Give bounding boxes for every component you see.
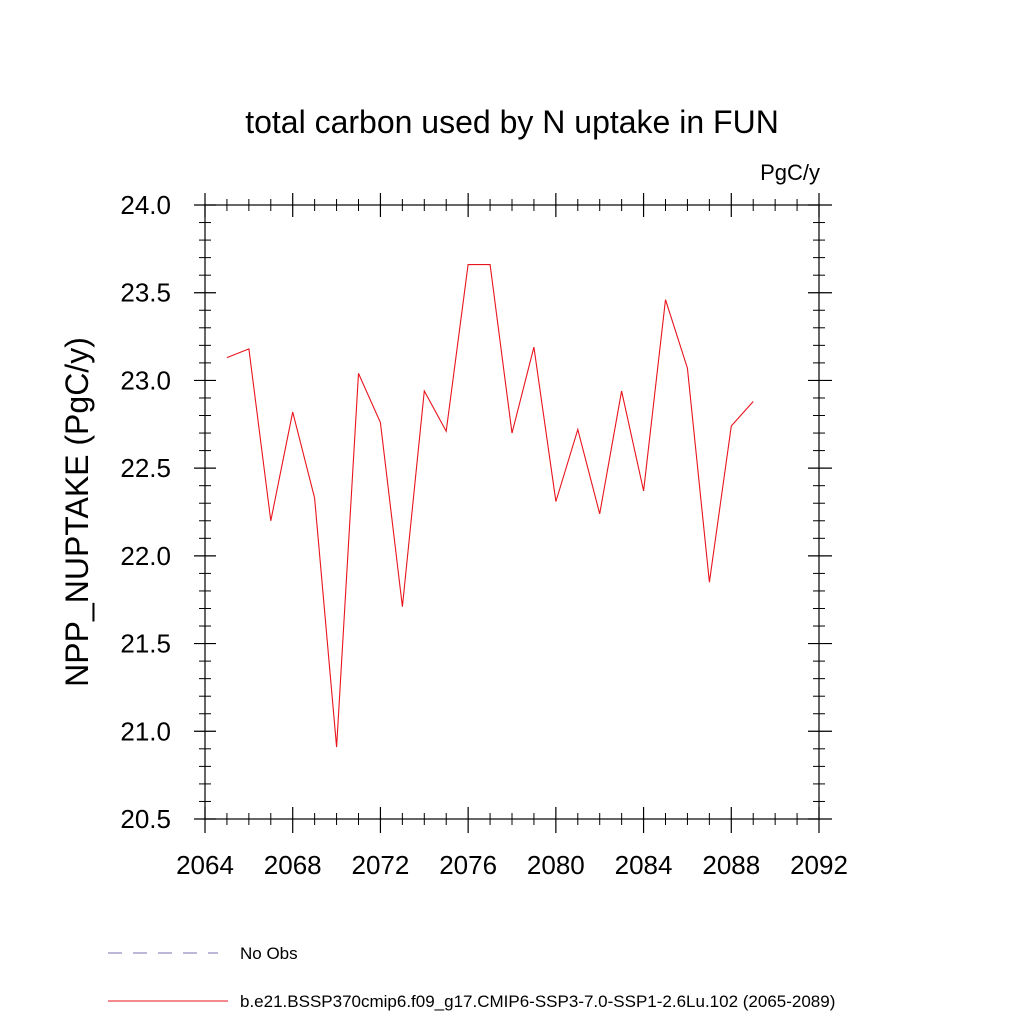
- legend: No Obs b.e21.BSSP370cmip6.f09_g17.CMIP6-…: [108, 944, 835, 1011]
- x-tick-label: 2076: [439, 850, 497, 880]
- y-tick-label: 23.0: [120, 365, 171, 395]
- y-tick-label: 24.0: [120, 190, 171, 220]
- y-tick-label: 20.5: [120, 804, 171, 834]
- x-tick-label: 2092: [790, 850, 848, 880]
- x-tick-label: 2072: [352, 850, 410, 880]
- chart-title: total carbon used by N uptake in FUN: [245, 104, 779, 140]
- major-ticks: [194, 193, 832, 833]
- series-line: [226, 264, 754, 748]
- y-tick-label: 21.0: [120, 716, 171, 746]
- x-tick-label: 2064: [176, 850, 234, 880]
- series-group: [226, 264, 754, 748]
- y-tick-label: 22.5: [120, 453, 171, 483]
- legend-label-model: b.e21.BSSP370cmip6.f09_g17.CMIP6-SSP3-7.…: [240, 992, 835, 1011]
- x-tick-labels: 2064 2068 2072 2076 2080 2084 2088 2092: [176, 850, 848, 880]
- y-axis-label: NPP_NUPTAKE (PgC/y): [59, 337, 95, 687]
- y-tick-label: 21.5: [120, 629, 171, 659]
- x-tick-label: 2084: [615, 850, 673, 880]
- x-tick-label: 2088: [702, 850, 760, 880]
- y-tick-label: 22.0: [120, 541, 171, 571]
- x-tick-label: 2068: [264, 850, 322, 880]
- plot-frame: [204, 204, 820, 820]
- legend-label-no-obs: No Obs: [240, 944, 298, 963]
- y-tick-labels: 20.5 21.0 21.5 22.0 22.5 23.0 23.5 24.0: [120, 190, 171, 834]
- minor-ticks: [199, 199, 825, 825]
- x-tick-label: 2080: [527, 850, 585, 880]
- y-tick-label: 23.5: [120, 278, 171, 308]
- units-label: PgC/y: [760, 160, 820, 185]
